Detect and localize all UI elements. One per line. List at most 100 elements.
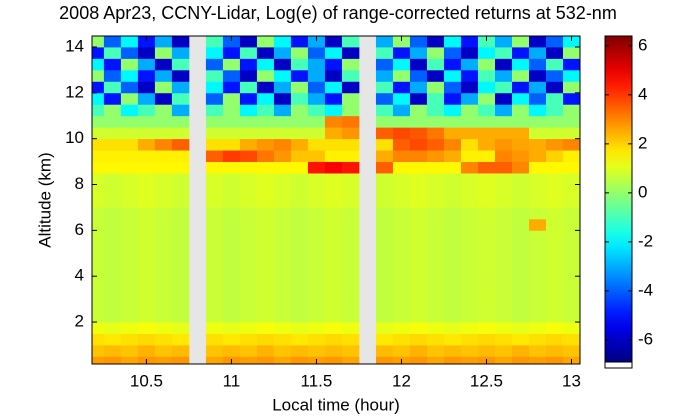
heatmap-cell — [409, 322, 428, 334]
heatmap-cell — [443, 310, 462, 323]
heatmap-cell — [392, 81, 411, 94]
heatmap-cell — [409, 230, 428, 243]
heatmap-cell — [239, 184, 258, 197]
heatmap-cell — [256, 322, 275, 334]
heatmap-cell — [409, 92, 428, 105]
heatmap-cell — [120, 161, 139, 174]
heatmap-cell — [324, 356, 343, 364]
heatmap-cell — [477, 161, 496, 174]
heatmap-cell — [341, 150, 360, 163]
heatmap-cell — [460, 287, 479, 300]
heatmap-cell — [392, 150, 411, 163]
heatmap-cell — [426, 241, 445, 254]
heatmap-cell — [222, 138, 241, 151]
heatmap-cell — [256, 58, 275, 71]
heatmap-cell — [137, 241, 156, 254]
heatmap-cell — [103, 333, 122, 346]
heatmap-cell — [511, 241, 530, 254]
heatmap-cell — [256, 218, 275, 231]
heatmap-cell — [477, 81, 496, 94]
heatmap-cell — [154, 58, 173, 71]
heatmap-cell — [477, 253, 496, 266]
colorbar-tick-label: 2 — [638, 133, 647, 152]
heatmap-cell — [205, 276, 224, 289]
heatmap-cell — [154, 218, 173, 231]
heatmap-cell — [341, 253, 360, 266]
heatmap-cell — [562, 276, 580, 289]
heatmap-cell — [92, 287, 105, 300]
heatmap-cell — [103, 195, 122, 208]
heatmap-cell — [154, 241, 173, 254]
heatmap-cell — [222, 276, 241, 289]
heatmap-cell — [171, 127, 190, 140]
heatmap-cell — [375, 150, 394, 163]
heatmap-cell — [239, 127, 258, 140]
heatmap-cell — [290, 36, 309, 48]
heatmap-cell — [409, 299, 428, 311]
heatmap-cell — [494, 58, 513, 71]
heatmap-cell — [443, 36, 462, 48]
heatmap-cell — [392, 127, 411, 140]
heatmap-cell — [120, 207, 139, 220]
heatmap-cell — [239, 173, 258, 185]
heatmap-cell — [120, 310, 139, 323]
heatmap-cell — [443, 184, 462, 197]
heatmap-cell — [545, 241, 564, 254]
heatmap-cell — [460, 310, 479, 323]
heatmap-cell — [256, 195, 275, 208]
heatmap-cell — [256, 207, 275, 220]
heatmap-cell — [239, 356, 258, 364]
heatmap-cell — [307, 36, 326, 48]
heatmap-cell — [562, 115, 580, 128]
heatmap-cell — [426, 287, 445, 300]
heatmap-cell — [205, 264, 224, 277]
x-axis-label: Local time (hour) — [272, 395, 400, 414]
heatmap-cell — [528, 276, 547, 289]
heatmap-cell — [222, 58, 241, 71]
heatmap-cell — [460, 173, 479, 185]
heatmap-cell — [375, 264, 394, 277]
heatmap-cell — [375, 207, 394, 220]
heatmap-cell — [256, 299, 275, 311]
heatmap-cell — [375, 69, 394, 82]
heatmap-cell — [392, 92, 411, 105]
heatmap-cell — [528, 195, 547, 208]
heatmap-cell — [273, 218, 292, 231]
heatmap-cell — [205, 92, 224, 105]
heatmap-cell — [154, 344, 173, 357]
heatmap-cell — [171, 92, 190, 105]
heatmap-cell — [443, 69, 462, 82]
heatmap-cell — [171, 264, 190, 277]
heatmap-cell — [205, 253, 224, 266]
heatmap-cell — [205, 230, 224, 243]
heatmap-cell — [494, 195, 513, 208]
heatmap-cell — [324, 36, 343, 48]
heatmap-cell — [409, 104, 428, 117]
heatmap-cell — [290, 276, 309, 289]
heatmap-cell — [290, 253, 309, 266]
heatmap-cell — [392, 287, 411, 300]
heatmap-cell — [477, 36, 496, 48]
heatmap-cell — [307, 344, 326, 357]
heatmap-cell — [205, 127, 224, 140]
heatmap-cell — [528, 104, 547, 117]
heatmap-cell — [375, 241, 394, 254]
heatmap-cell — [205, 69, 224, 82]
heatmap-cell — [409, 69, 428, 82]
heatmap-cell — [562, 104, 580, 117]
heatmap-cell — [120, 299, 139, 311]
heatmap-cell — [409, 81, 428, 94]
heatmap-cell — [494, 287, 513, 300]
heatmap-cell — [205, 184, 224, 197]
heatmap-cell — [273, 127, 292, 140]
heatmap-cell — [409, 115, 428, 128]
heatmap-cell — [137, 81, 156, 94]
heatmap-cell — [273, 115, 292, 128]
heatmap-cell — [562, 218, 580, 231]
heatmap-cell — [324, 184, 343, 197]
heatmap-cell — [120, 127, 139, 140]
heatmap-cell — [92, 241, 105, 254]
heatmap-cell — [222, 69, 241, 82]
heatmap-cell — [460, 104, 479, 117]
heatmap-cell — [92, 127, 105, 140]
